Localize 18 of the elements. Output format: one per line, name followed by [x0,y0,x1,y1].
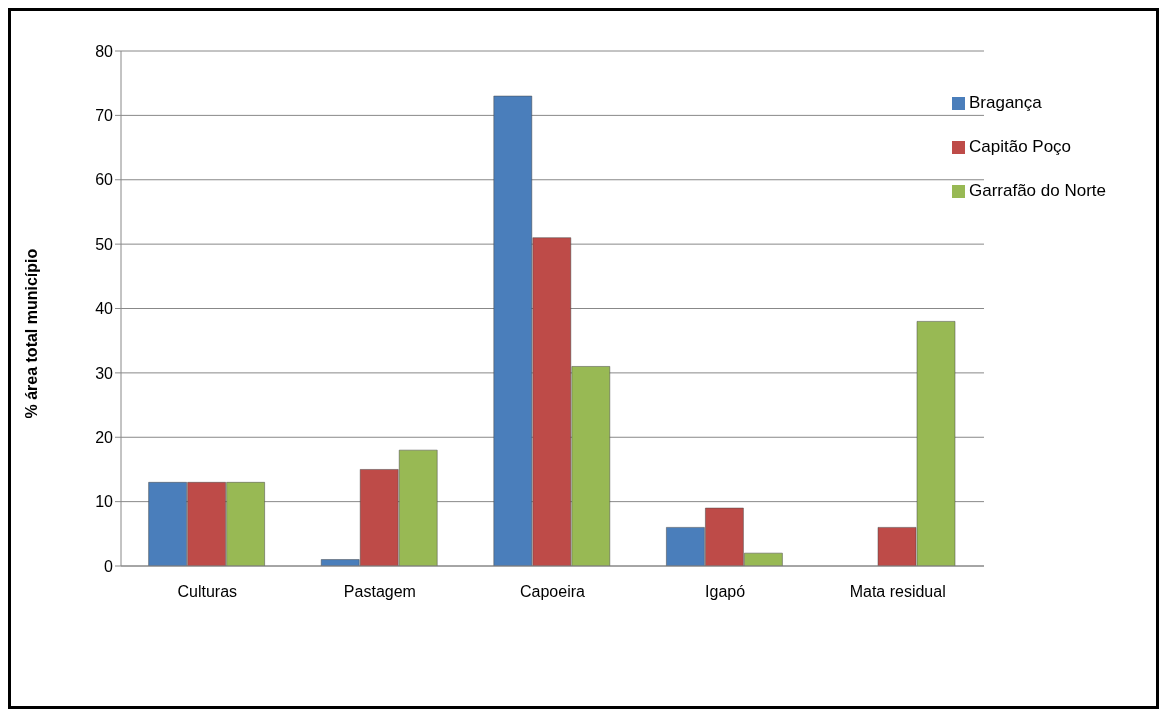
x-tick-label: Pastagem [343,583,416,601]
y-tick-label: 20 [95,428,114,446]
y-tick-label: 80 [95,42,114,60]
y-tick-label: 60 [95,171,114,189]
x-tick-label: Igapó [705,583,746,601]
legend-label: Capitão Poço [968,137,1072,156]
x-tick-label: Culturas [177,583,238,601]
y-tick-label: 40 [95,300,114,318]
y-tick-label: 10 [95,493,114,511]
y-axis-title: % área total município [22,248,40,419]
legend-label: Garrafão do Norte [968,181,1106,200]
y-tick-label: 0 [104,557,114,575]
y-tick-label: 70 [95,107,114,125]
x-tick-label: Capoeira [520,583,586,601]
y-tick-label: 30 [95,364,114,382]
x-tick-label: Mata residual [849,583,946,601]
y-tick-label: 50 [95,235,114,253]
legend-label: Bragança [968,93,1042,112]
